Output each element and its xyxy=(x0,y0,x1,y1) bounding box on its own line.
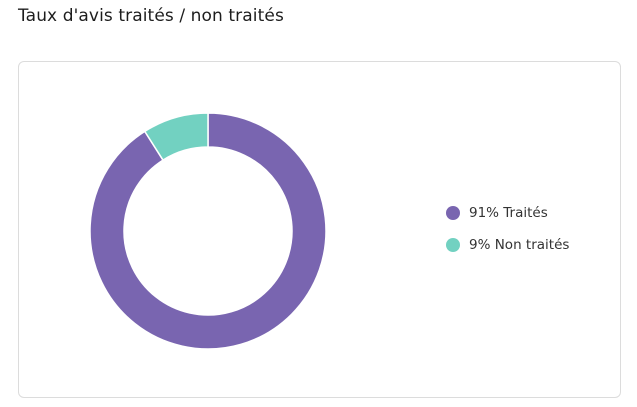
legend-item-processed[interactable]: 91% Traités xyxy=(446,203,569,223)
legend-label-unprocessed: 9% Non traités xyxy=(469,237,570,253)
legend-dot-unprocessed xyxy=(446,238,460,252)
chart-card: 91% Traités 9% Non traités xyxy=(18,61,621,398)
legend-dot-processed xyxy=(446,206,460,220)
page-title: Taux d'avis traités / non traités xyxy=(18,6,284,26)
legend-label-processed: 91% Traités xyxy=(469,205,548,221)
legend-item-unprocessed[interactable]: 9% Non traités xyxy=(446,235,569,255)
donut-slice-processed[interactable] xyxy=(89,112,327,350)
donut-slice-unprocessed[interactable] xyxy=(143,112,209,162)
legend: 91% Traités 9% Non traités xyxy=(446,203,569,267)
donut-chart xyxy=(89,112,327,350)
